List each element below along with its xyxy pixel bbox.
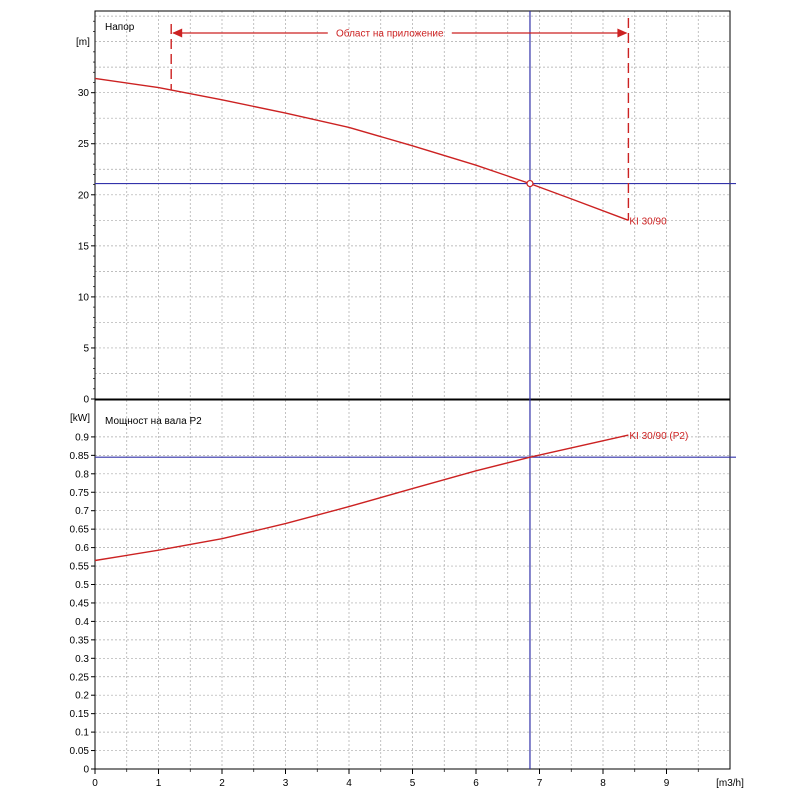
series-label: KI 30/90 (P2) — [629, 431, 688, 442]
y-tick-label: 0.85 — [70, 451, 90, 462]
y-tick-label: 15 — [78, 241, 90, 252]
x-tick-label: 0 — [92, 778, 98, 789]
panel-title: Напор — [105, 22, 135, 33]
y-tick-label: 0.35 — [70, 635, 90, 646]
y-tick-label: 0.5 — [75, 580, 89, 591]
y-tick-label: 5 — [83, 343, 89, 354]
y-tick-label: 0.45 — [70, 598, 90, 609]
x-tick-label: 4 — [346, 778, 352, 789]
y-tick-label: 0.6 — [75, 543, 89, 554]
y-tick-label: 0.25 — [70, 672, 90, 683]
x-tick-label: 7 — [537, 778, 543, 789]
y-tick-label: 0.4 — [75, 617, 89, 628]
y-tick-label: 0 — [83, 765, 89, 776]
y-tick-label: 0.15 — [70, 709, 90, 720]
curve-layer — [94, 18, 630, 562]
arrowhead-right-icon — [617, 28, 628, 38]
y-tick-label: 0.2 — [75, 691, 89, 702]
y-tick-label: 0.05 — [70, 746, 90, 757]
x-tick-label: 3 — [283, 778, 289, 789]
y-tick-label: 20 — [78, 190, 90, 201]
x-tick-label: 5 — [410, 778, 416, 789]
series-line — [94, 434, 629, 562]
y-tick-label: 30 — [78, 88, 90, 99]
y-tick-label: 0.8 — [75, 469, 89, 480]
crosshair-layer — [95, 11, 736, 769]
y-tick-label: 0.1 — [75, 728, 89, 739]
panel-title: Мощност на вала P2 — [105, 416, 202, 427]
x-axis-unit: [m3/h] — [716, 778, 744, 789]
x-tick-label: 9 — [664, 778, 670, 789]
y-tick-label: 0.3 — [75, 654, 89, 665]
y-tick-label: 25 — [78, 139, 90, 150]
arrowhead-left-icon — [172, 28, 183, 38]
y-tick-label: 10 — [78, 292, 90, 303]
operating-point-marker — [526, 179, 534, 188]
x-tick-label: 6 — [473, 778, 479, 789]
series-line — [94, 77, 629, 221]
application-range-label: Област на приложение — [336, 28, 444, 40]
y-tick-label: 0 — [83, 395, 89, 406]
y-axis-unit: [kW] — [70, 413, 90, 424]
y-tick-label: 0.9 — [75, 432, 89, 443]
frame-layer — [91, 10, 731, 774]
y-tick-label: 0.7 — [75, 506, 89, 517]
series-label: KI 30/90 — [629, 216, 667, 227]
y-tick-label: 0.75 — [70, 488, 90, 499]
y-tick-label: 0.55 — [70, 562, 90, 573]
x-tick-label: 8 — [600, 778, 606, 789]
x-tick-label: 2 — [219, 778, 225, 789]
x-tick-label: 1 — [156, 778, 162, 789]
y-tick-label: 0.65 — [70, 525, 90, 536]
grid-layer — [95, 11, 730, 769]
label-layer: 051015202530[m]Напор00.050.10.150.20.250… — [70, 22, 745, 789]
y-axis-unit: [m] — [76, 37, 90, 48]
